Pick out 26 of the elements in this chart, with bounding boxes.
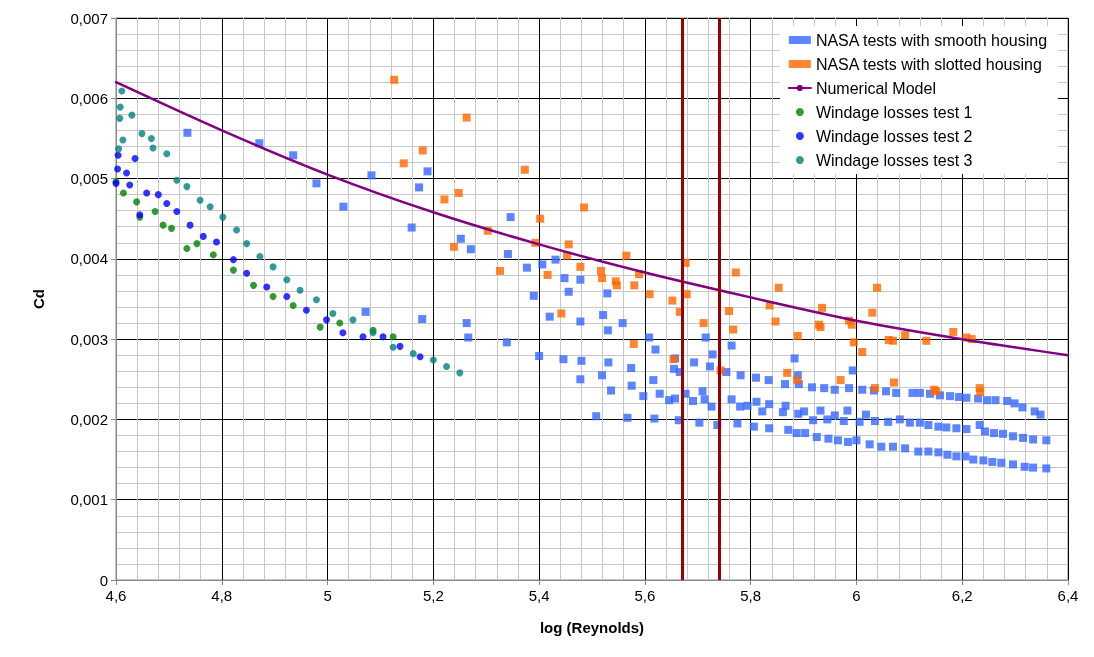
legend-label: NASA tests with slotted housing xyxy=(815,55,1042,73)
x-tick-label: 5,2 xyxy=(422,587,444,604)
legend-label: Windage losses test 1 xyxy=(815,103,973,121)
legend-label: Numerical Model xyxy=(815,79,936,97)
x-tick-label: 6 xyxy=(852,587,861,604)
y-tick-label: 0,001 xyxy=(70,491,108,509)
legend-label: NASA tests with smooth housing xyxy=(815,31,1048,49)
x-tick-label: 5 xyxy=(323,587,332,604)
x-tick-label: 5,4 xyxy=(528,587,550,604)
legend-label: Windage losses test 3 xyxy=(815,151,973,169)
y-tick-label: 0 xyxy=(99,571,108,589)
y-tick-label: 0,003 xyxy=(70,330,108,348)
x-tick-label: 4,8 xyxy=(211,587,233,604)
x-tick-label: 4,6 xyxy=(105,587,127,604)
y-axis-title: Cd xyxy=(30,289,47,309)
y-tick-label: 0,007 xyxy=(70,9,108,27)
x-axis-title: log (Reynolds) xyxy=(539,619,645,636)
y-tick-label: 0,006 xyxy=(70,89,108,107)
x-tick-label: 6,4 xyxy=(1057,587,1079,604)
y-tick-label: 0,004 xyxy=(70,250,108,268)
y-tick-label: 0,002 xyxy=(70,410,108,428)
y-tick-label: 0,005 xyxy=(70,170,108,188)
x-tick-label: 6,2 xyxy=(951,587,973,604)
legend-label: Windage losses test 2 xyxy=(815,127,973,145)
x-tick-label: 5,8 xyxy=(740,587,762,604)
x-tick-label: 5,6 xyxy=(634,587,656,604)
